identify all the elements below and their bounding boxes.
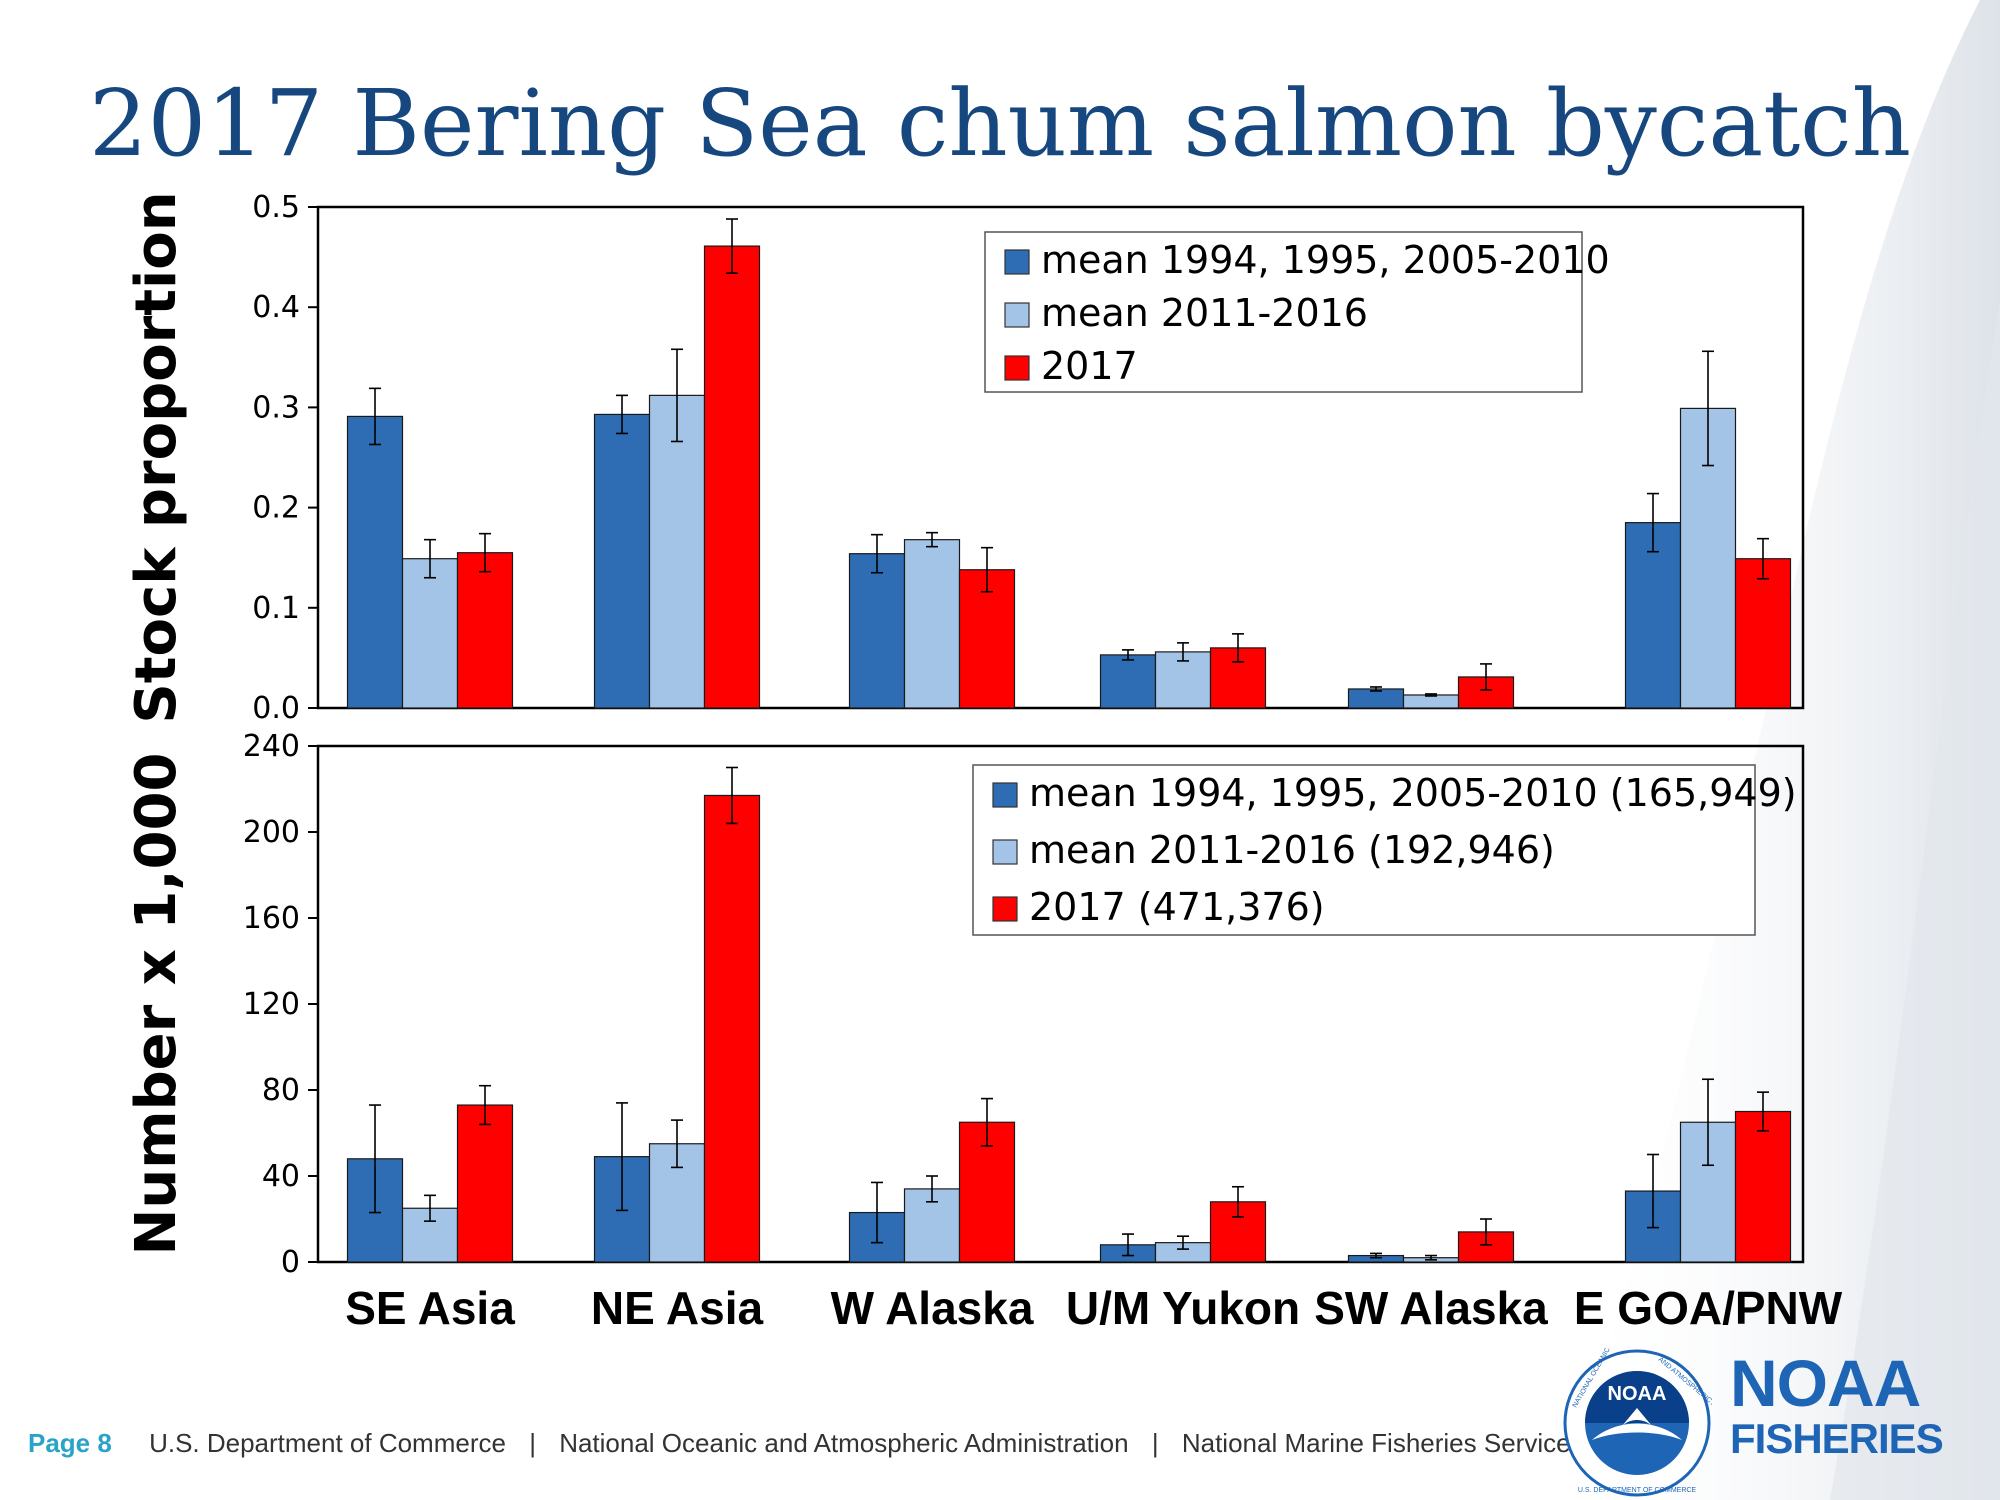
seal-ring-text: U.S. DEPARTMENT OF COMMERCE [1578,1487,1697,1494]
y-tick-label: 0.1 [252,591,300,626]
bar [1347,688,1405,709]
bar [703,245,761,709]
legend-label: 2017 (471,376) [1029,885,1325,929]
y-tick-label: 0.4 [252,290,300,325]
legend-swatch [1004,355,1030,381]
legend-box [984,231,1583,393]
legend-label: mean 1994, 1995, 2005-2010 [1041,238,1610,282]
y-tick-label: 160 [243,901,300,936]
bar [1624,522,1682,709]
bar [401,558,459,709]
y-tick-label: 0.5 [252,190,300,225]
y-tick-label: 40 [262,1159,300,1194]
legend-label: mean 2011-2016 (192,946) [1029,828,1555,872]
bar [848,553,906,709]
footer-org-commerce: U.S. Department of Commerce [149,1428,506,1458]
y-tick-label: 0.3 [252,390,300,425]
bar [456,552,514,709]
slide-title: 2017 Bering Sea chum salmon bycatch [89,70,1911,177]
legend-label: mean 1994, 1995, 2005-2010 (165,949) [1029,771,1797,815]
brand-line-2: FISHERIES [1730,1415,1944,1462]
category-label: SE Asia [345,1282,515,1334]
legend-swatch [992,896,1018,922]
bar [1099,654,1157,709]
footer-separator: | [1151,1428,1159,1458]
bar [1734,558,1792,709]
footer-org-nmfs: National Marine Fisheries Service [1181,1428,1571,1458]
category-label: W Alaska [831,1282,1034,1334]
y-tick-label: 120 [243,987,300,1022]
legend-swatch [1004,249,1030,275]
legend-swatch [1004,302,1030,328]
footer-separator: | [529,1428,536,1458]
plot-frame-1 [316,205,1805,710]
category-label: SW Alaska [1314,1282,1548,1334]
bar [1402,694,1460,709]
y-tick-label: 80 [262,1073,300,1108]
category-label: E GOA/PNW [1574,1282,1843,1334]
legend-box [972,764,1756,936]
legend-swatch [992,839,1018,865]
legend-label: 2017 [1041,344,1138,388]
noaa-fisheries-wordmark: NOAA FISHERIES [1730,1346,1944,1462]
bar [648,394,706,709]
bar [703,794,761,1263]
brand-line-1: NOAA [1730,1346,1921,1420]
bar [593,413,651,709]
seal-noaa-text: NOAA [1608,1383,1667,1405]
category-label: U/M Yukon [1066,1282,1300,1334]
y-tick-label: 240 [243,729,300,764]
page-number: Page 8 [28,1428,112,1458]
y-axis-label: Stock proportion [124,191,189,723]
bar [456,1104,514,1263]
legend-swatch [992,782,1018,808]
legend-label: mean 2011-2016 [1041,291,1368,335]
y-tick-label: 0.0 [252,691,300,726]
y-tick-label: 0.2 [252,491,300,526]
bar [346,415,404,709]
footer-org-noaa: National Oceanic and Atmospheric Adminis… [559,1428,1129,1458]
y-tick-label: 200 [243,815,300,850]
bar [903,539,961,709]
y-axis-label: Number x 1,000 [124,752,189,1255]
y-tick-label: 0 [281,1245,300,1280]
category-label: NE Asia [591,1282,764,1334]
noaa-seal-icon: NOAA NATIONAL OCEANIC AND ATMOSPHERIC AD… [1563,1348,1712,1497]
bar [1734,1110,1792,1263]
footer: Page 8 U.S. Department of Commerce | Nat… [28,1428,1571,1459]
